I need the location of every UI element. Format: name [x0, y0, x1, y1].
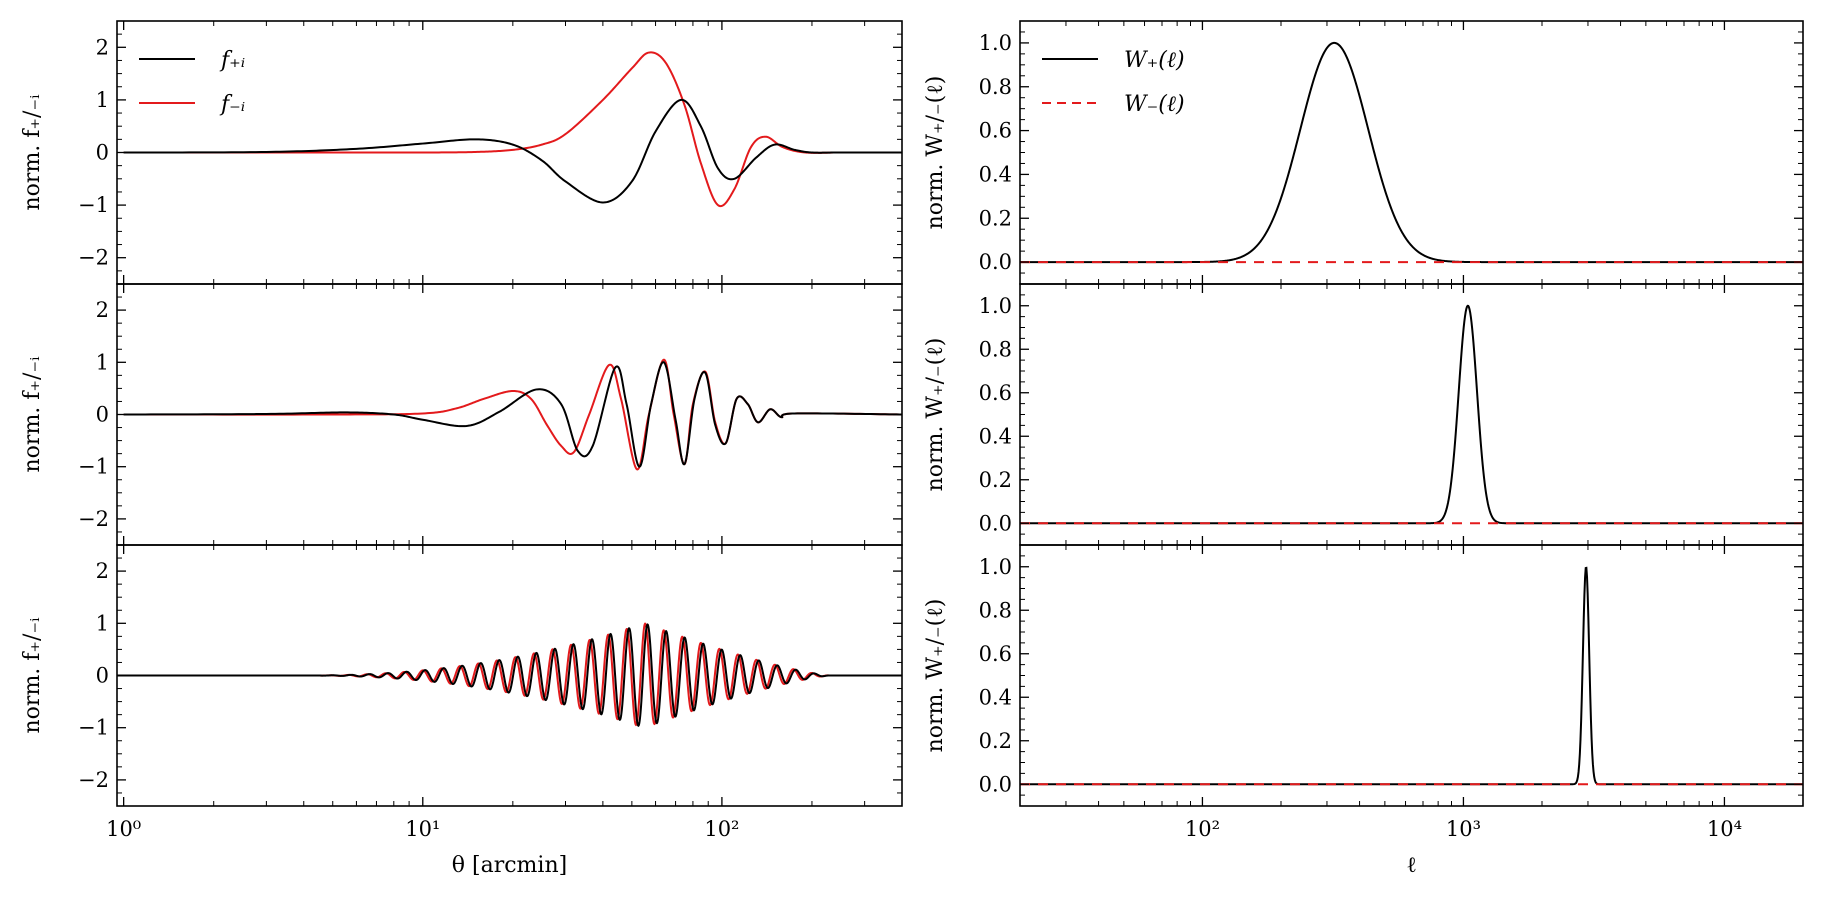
series-line-f-plus: [123, 361, 902, 468]
y-tick-label: 0.8: [979, 598, 1012, 622]
y-tick-label: −1: [78, 193, 109, 217]
legend-label: W₋(ℓ): [1124, 92, 1185, 117]
y-tick-label: −2: [78, 507, 109, 531]
axes-frame: [1019, 283, 1804, 546]
x-tick-label: 10⁰: [106, 817, 141, 841]
series-line-w-plus: [1020, 41, 1803, 264]
y-axis-label: norm. W₊/₋(ℓ): [923, 76, 948, 230]
y-axis-label: norm. W₊/₋(ℓ): [923, 338, 948, 492]
panel-right-bottom: 0.0 0.2 0.4 0.6 0.8 1.0 10² 10³ 10⁴ norm. W₊/₋(ℓ)…: [923, 544, 1804, 878]
y-axis-label: norm. f₊/₋ᵢ: [20, 356, 45, 473]
y-tick-label: 1.0: [979, 294, 1012, 318]
panel-left-bottom: −2 −1 0 1 2 10⁰ 10¹ 10² norm. f₊/₋ᵢ θ [arcmin]: [20, 544, 903, 878]
y-tick-label: 0.0: [979, 511, 1012, 535]
series-line-f-minus: [123, 51, 902, 208]
y-axis-label: norm. f₊/₋ᵢ: [20, 94, 45, 211]
legend-label: W₊(ℓ): [1124, 48, 1185, 73]
y-tick-label: −1: [78, 455, 109, 479]
axes-frame: [1019, 544, 1804, 807]
plot-area: [123, 51, 902, 208]
plot-area: [1020, 41, 1803, 264]
y-tick-label: 0.4: [979, 162, 1012, 186]
x-tick-label: 10²: [1185, 817, 1220, 841]
y-tick-label: 1: [96, 88, 109, 112]
y-tick-label: 0.8: [979, 75, 1012, 99]
y-tick-label: 2: [96, 35, 109, 59]
panel-right-middle: 0.0 0.2 0.4 0.6 0.8 1.0 norm. W₊/₋(ℓ): [923, 283, 1804, 546]
y-tick-label: 1: [96, 611, 109, 635]
y-tick-label: 0.2: [979, 468, 1012, 492]
plot-area: [123, 358, 902, 471]
series-line-f-minus: [117, 622, 902, 727]
y-tick-label: 1.0: [979, 31, 1012, 55]
plot-area: [117, 622, 902, 727]
y-tick-label: 1.0: [979, 555, 1012, 579]
y-tick-label: 0.6: [979, 381, 1012, 405]
y-tick-label: 0: [96, 664, 109, 688]
y-tick-label: 0: [96, 403, 109, 427]
y-axis-label: norm. f₊/₋ᵢ: [20, 617, 45, 734]
x-tick-label: 10³: [1446, 817, 1481, 841]
y-axis-label: norm. W₊/₋(ℓ): [923, 599, 948, 753]
y-tick-label: 0.0: [979, 250, 1012, 274]
y-tick-label: 1: [96, 350, 109, 374]
series-line-w-plus: [1020, 304, 1803, 525]
panel-left-middle: −2 −1 0 1 2 norm. f₊/₋ᵢ: [20, 283, 903, 546]
y-tick-label: −2: [78, 246, 109, 270]
x-tick-label: 10⁴: [1707, 817, 1742, 841]
series-line-f-plus: [123, 98, 902, 204]
y-tick-label: 0.4: [979, 424, 1012, 448]
x-axis-label: θ [arcmin]: [452, 853, 567, 878]
y-tick-label: 0.2: [979, 729, 1012, 753]
y-tick-label: 0.8: [979, 337, 1012, 361]
series-line-w-plus: [1020, 566, 1803, 786]
y-tick-label: −1: [78, 716, 109, 740]
x-tick-label: 10²: [704, 817, 739, 841]
legend-label: f₊ᵢ: [219, 48, 245, 73]
y-tick-label: 0.4: [979, 685, 1012, 709]
y-tick-label: 2: [96, 559, 109, 583]
x-axis-label: ℓ: [1406, 853, 1417, 878]
y-tick-label: 0.6: [979, 119, 1012, 143]
plot-area: [1020, 566, 1803, 786]
y-tick-label: 0.2: [979, 206, 1012, 230]
legend-label: f₋ᵢ: [219, 92, 245, 117]
series-line-f-plus: [117, 623, 902, 727]
y-tick-label: 2: [96, 298, 109, 322]
y-tick-label: −2: [78, 768, 109, 792]
y-tick-label: 0: [96, 141, 109, 165]
x-tick-label: 10¹: [405, 817, 440, 841]
y-tick-label: 0.0: [979, 772, 1012, 796]
plot-area: [1020, 304, 1803, 525]
panel-right-top: 0.0 0.2 0.4 0.6 0.8 1.0 norm. W₊/₋(ℓ) W₊(ℓ) W₋(ℓ…: [923, 20, 1804, 285]
y-tick-label: 0.6: [979, 642, 1012, 666]
panel-left-top: −2 −1 0 1 2 norm. f₊/₋ᵢ f₊ᵢ f₋ᵢ: [20, 20, 903, 285]
